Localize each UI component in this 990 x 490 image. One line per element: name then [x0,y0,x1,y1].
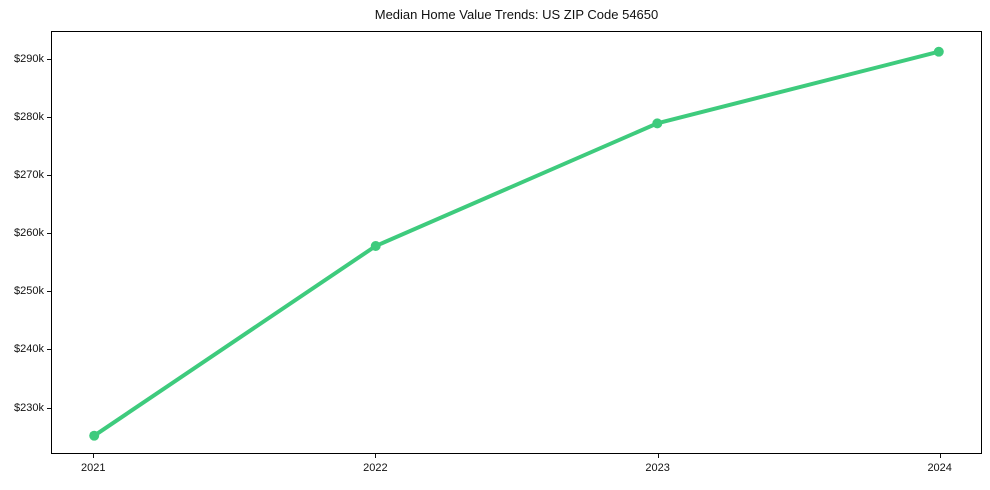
y-tick-label: $280k [14,111,44,123]
data-point-2023 [652,118,663,129]
x-tick-label: 2021 [81,462,106,474]
y-tick-mark [47,349,51,351]
x-tick-label: 2022 [363,462,388,474]
data-point-2022 [370,241,381,251]
y-tick-mark [47,175,51,177]
y-tick-label: $250k [14,285,44,298]
chart-title: Median Home Value Trends: US ZIP Code 54… [374,7,659,22]
y-tick-label: $270k [14,169,44,182]
y-tick-label: $240k [14,343,44,356]
y-tick-label: $230k [14,401,44,414]
y-tick-label: $290k [14,52,44,65]
x-tick-mark [375,454,377,458]
x-tick-mark [939,454,941,458]
y-tick-mark [47,58,51,60]
y-tick-label: $260k [14,227,44,240]
line-chart-canvas [89,46,944,441]
x-tick-label: 2024 [927,462,952,474]
y-tick-mark [47,233,51,235]
y-tick-mark [47,117,51,118]
data-point-2024 [933,46,944,57]
x-tick-label: 2023 [645,462,670,474]
y-tick-mark [47,407,51,409]
x-tick-mark [93,454,95,458]
data-point-2021 [89,430,100,441]
x-tick-mark [657,454,659,458]
y-tick-mark [47,291,51,293]
trend-line [92,49,941,438]
plot-area [51,31,982,454]
